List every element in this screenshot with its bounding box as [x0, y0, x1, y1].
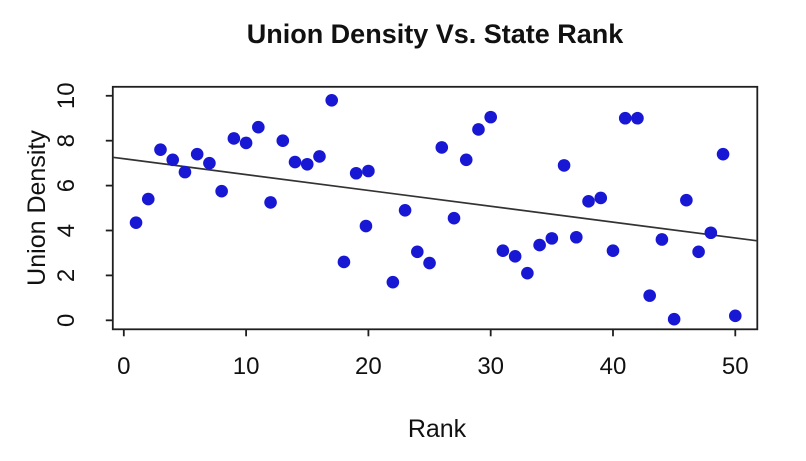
data-point	[508, 250, 522, 263]
y-tick-label: 4	[53, 224, 80, 237]
data-point	[398, 203, 412, 217]
data-point	[667, 312, 681, 326]
x-tick-label: 0	[117, 353, 130, 380]
data-point	[300, 157, 314, 171]
data-point	[692, 245, 705, 259]
data-point	[606, 244, 620, 258]
y-tick-label: 2	[53, 269, 80, 282]
data-point	[215, 184, 228, 198]
data-point	[496, 244, 510, 258]
data-point	[288, 155, 302, 169]
y-tick-label: 6	[53, 179, 80, 192]
data-point	[533, 238, 546, 252]
data-point	[362, 164, 375, 178]
data-point	[141, 192, 155, 206]
data-point	[582, 195, 595, 208]
trend-line	[112, 156, 758, 242]
plot-area: 0 10 20 30 40 50 0 2 4 6 8 10	[53, 82, 759, 380]
data-point	[325, 93, 339, 107]
data-point	[386, 275, 400, 289]
data-point	[411, 245, 424, 259]
x-tick-label: 40	[600, 353, 627, 380]
data-point	[704, 226, 718, 240]
data-point	[190, 147, 204, 161]
data-point	[484, 110, 497, 124]
data-point	[154, 143, 167, 156]
x-tick-label: 20	[355, 353, 382, 380]
data-point	[359, 219, 373, 233]
data-point	[545, 232, 559, 245]
data-point	[521, 266, 534, 280]
data-point	[129, 216, 143, 229]
data-point	[680, 193, 693, 207]
data-point	[276, 134, 290, 147]
data-point	[227, 132, 241, 145]
y-tick-label: 8	[53, 134, 80, 147]
data-point	[337, 255, 351, 269]
data-point	[435, 141, 449, 154]
data-point	[618, 111, 632, 125]
data-point	[423, 256, 436, 270]
data-point	[472, 123, 485, 136]
y-axis-label: Union Density	[23, 130, 51, 286]
y-tick-label: 0	[53, 314, 80, 327]
chart-title: Union Density Vs. State Rank	[247, 19, 625, 49]
data-point	[643, 289, 656, 302]
data-point	[252, 120, 265, 134]
data-point	[166, 153, 180, 167]
plot-box	[111, 85, 759, 331]
x-axis-label: Rank	[408, 415, 467, 443]
data-point	[178, 165, 192, 179]
data-point	[264, 196, 277, 209]
data-point	[557, 159, 571, 172]
data-point	[655, 233, 669, 246]
data-point	[594, 191, 608, 205]
y-tick-label: 10	[53, 82, 80, 109]
data-point	[728, 309, 742, 323]
data-point	[716, 147, 730, 161]
data-point	[447, 211, 461, 225]
data-point	[631, 111, 644, 125]
data-point	[459, 153, 473, 167]
x-tick-label: 50	[722, 353, 749, 380]
data-point	[313, 150, 326, 163]
x-tick-label: 30	[477, 353, 504, 380]
x-tick-label: 10	[233, 353, 260, 380]
data-point	[570, 230, 583, 244]
data-point	[349, 166, 363, 180]
data-point	[239, 136, 253, 150]
data-point	[203, 156, 216, 170]
